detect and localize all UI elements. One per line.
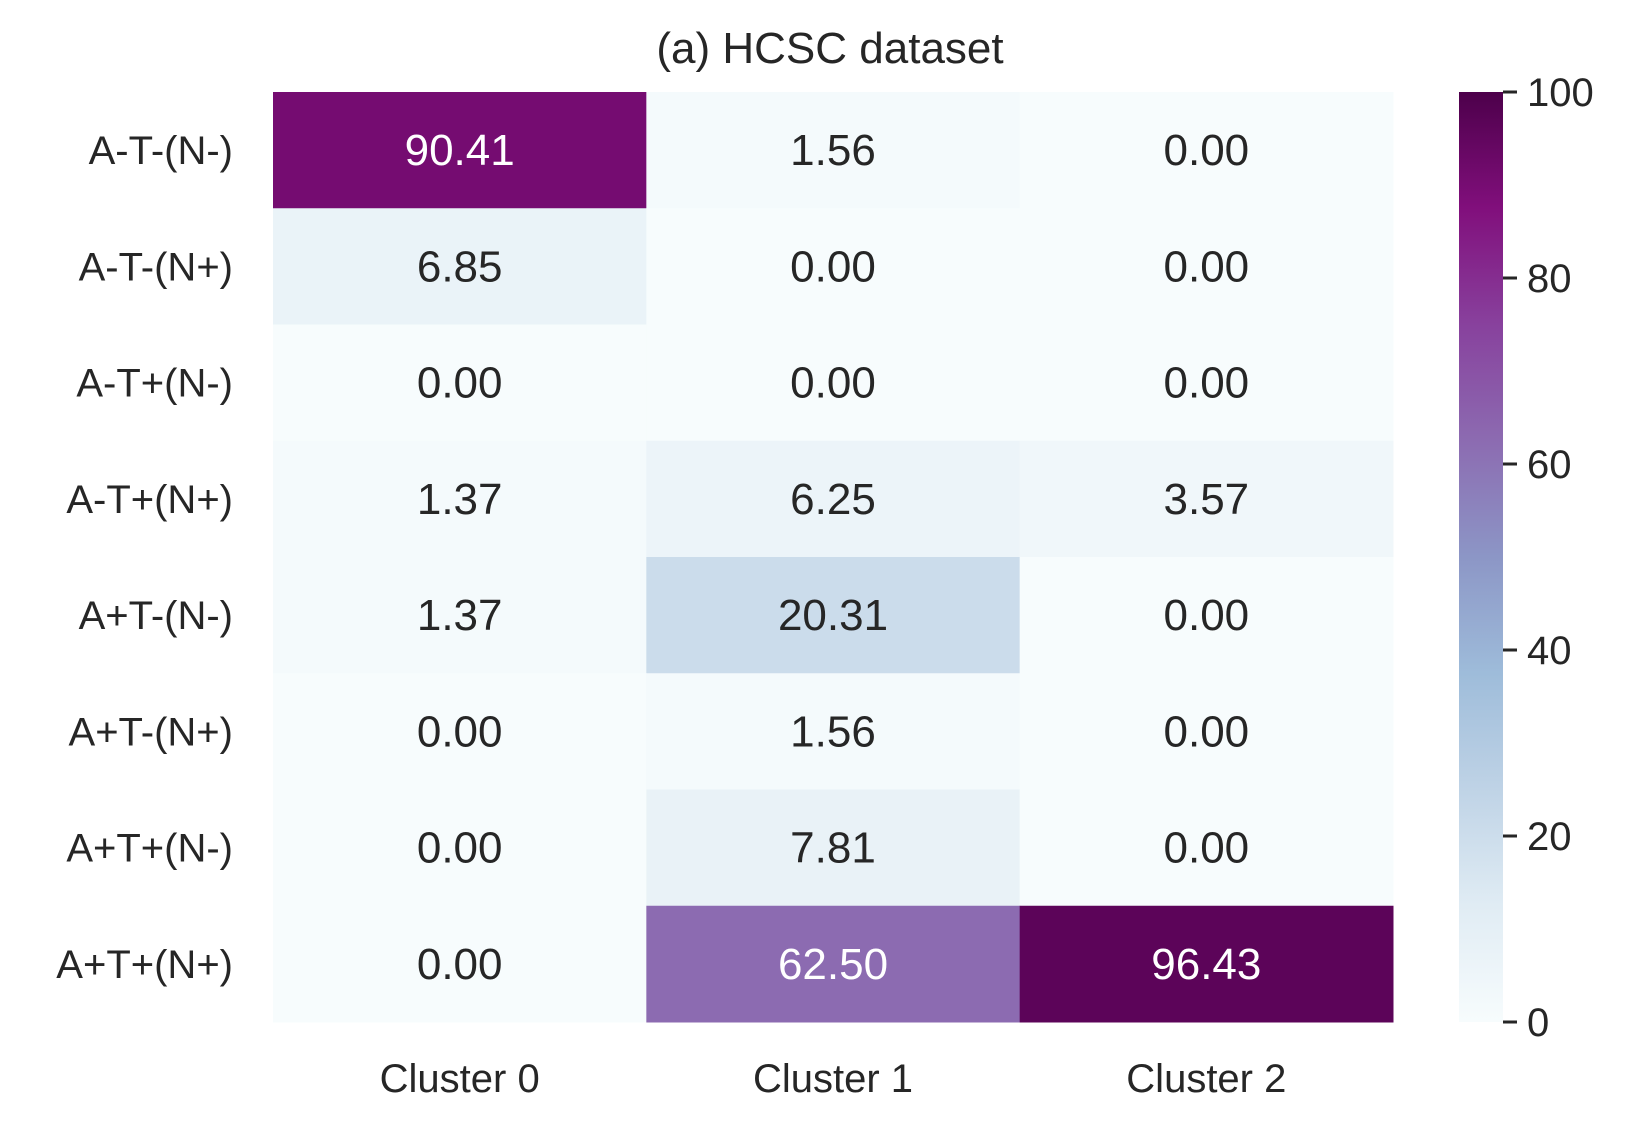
cell-value-label: 0.00 (790, 242, 876, 291)
heatmap-cell (273, 905, 647, 1023)
cell-value-label: 20.31 (778, 591, 888, 640)
heatmap-cell (1019, 324, 1394, 442)
row-label: A-T+(N-) (76, 362, 233, 406)
heatmap-cell (273, 673, 647, 790)
cell-value-label: 96.43 (1151, 940, 1261, 989)
cell-value-label: 0.00 (1164, 359, 1250, 408)
row-label: A-T-(N+) (79, 245, 233, 289)
cell-value-label: 6.85 (417, 242, 503, 291)
row-labels: A-T-(N-) A-T-(N+) A-T+(N-) A-T+(N+) A+T-(N-)… (56, 129, 233, 987)
row-label: A+T-(N+) (69, 710, 233, 754)
cell-value-label: 7.81 (790, 824, 876, 873)
heatmap-cell (1019, 208, 1394, 325)
column-label: Cluster 2 (1126, 1057, 1286, 1101)
cell-value-label: 90.41 (405, 126, 515, 175)
row-label: A-T-(N-) (89, 129, 233, 173)
heatmap-cell (1019, 905, 1394, 1023)
cell-value-label: 0.00 (417, 824, 503, 873)
colorbar-tick-label: 40 (1527, 629, 1572, 673)
colorbar-gradient (1459, 92, 1503, 1022)
column-labels: Cluster 0 Cluster 1 Cluster 2 (380, 1057, 1287, 1101)
heatmap-cell (646, 789, 1021, 907)
heatmap-cell (646, 557, 1021, 674)
cell-value-label: 1.56 (790, 126, 876, 175)
heatmap-cell (1019, 440, 1394, 558)
heatmap-cell (1019, 557, 1394, 674)
row-label: A+T+(N+) (56, 943, 233, 987)
heatmap-cell (273, 208, 647, 325)
heatmap-cell (1019, 673, 1394, 790)
heatmap-cell (646, 905, 1021, 1023)
cell-value-label: 1.37 (417, 475, 503, 524)
cell-value-label: 1.37 (417, 591, 503, 640)
heatmap-cell (273, 324, 647, 442)
colorbar: 0 20 40 60 80 100 (1459, 71, 1594, 1045)
cell-value-label: 3.57 (1164, 475, 1250, 524)
heatmap-cell (273, 92, 647, 209)
cell-value-label: 0.00 (1164, 824, 1250, 873)
cell-value-label: 0.00 (1164, 591, 1250, 640)
heatmap-cell (273, 789, 647, 907)
colorbar-tick-label: 80 (1527, 257, 1572, 301)
column-label: Cluster 0 (380, 1057, 540, 1101)
cell-value-label: 0.00 (417, 707, 503, 756)
cell-value-label: 0.00 (417, 359, 503, 408)
heatmap-cell (646, 208, 1021, 325)
colorbar-ticks: 0 20 40 60 80 100 (1503, 71, 1594, 1045)
cell-value-label: 0.00 (1164, 126, 1250, 175)
heatmap-cell (646, 673, 1021, 790)
row-label: A+T-(N-) (79, 594, 233, 638)
heatmap-cell (646, 324, 1021, 442)
cell-value-label: 1.56 (790, 707, 876, 756)
chart-title: (a) HCSC dataset (656, 24, 1003, 73)
heatmap-cell (1019, 789, 1394, 907)
cell-value-label: 62.50 (778, 940, 888, 989)
heatmap-cell (646, 440, 1021, 558)
heatmap-cell (273, 440, 647, 558)
cell-value-label: 0.00 (417, 940, 503, 989)
cell-value-label: 0.00 (1164, 242, 1250, 291)
colorbar-tick-label: 0 (1527, 1001, 1549, 1045)
cell-value-label: 0.00 (1164, 707, 1250, 756)
row-label: A+T+(N-) (66, 827, 233, 871)
colorbar-tick-label: 20 (1527, 815, 1572, 859)
cell-value-label: 6.25 (790, 475, 876, 524)
colorbar-tick-label: 60 (1527, 443, 1572, 487)
heatmap-cell (646, 92, 1021, 209)
heatmap-cell (273, 557, 647, 674)
column-label: Cluster 1 (753, 1057, 913, 1101)
row-label: A-T+(N+) (66, 478, 233, 522)
heatmap-cell (1019, 92, 1394, 209)
colorbar-tick-label: 100 (1527, 71, 1594, 115)
cell-value-label: 0.00 (790, 359, 876, 408)
heatmap-cells: 90.41 1.56 0.00 6.85 0.00 0.00 0.00 0.00 0.00 1.3… (273, 92, 1394, 1023)
